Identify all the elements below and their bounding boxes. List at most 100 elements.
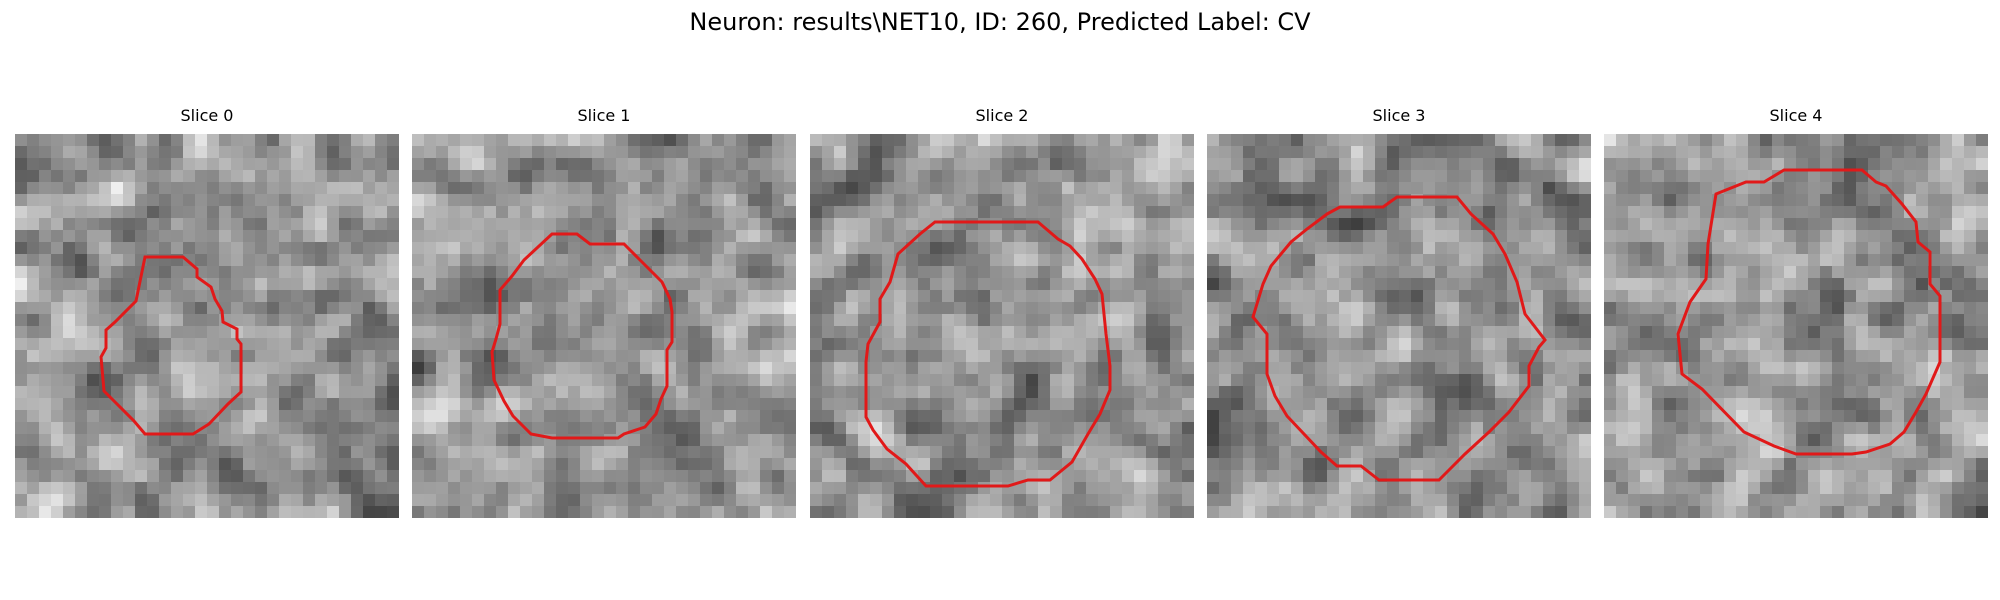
slice-image-2 — [810, 134, 1194, 518]
pixel — [1483, 194, 1496, 207]
pixel — [1399, 278, 1412, 291]
pixel — [171, 218, 184, 231]
pixel — [508, 506, 521, 518]
pixel — [1712, 230, 1725, 243]
pixel — [460, 254, 473, 267]
pixel — [1772, 434, 1785, 447]
pixel — [846, 482, 859, 495]
pixel — [363, 218, 376, 231]
pixel — [930, 146, 943, 159]
pixel — [1146, 266, 1159, 279]
pixel — [1664, 206, 1677, 219]
pixel — [1483, 302, 1496, 315]
pixel — [1700, 398, 1713, 411]
pixel — [1976, 230, 1988, 243]
pixel — [387, 458, 399, 471]
pixel — [460, 302, 473, 315]
pixel — [700, 242, 713, 255]
pixel — [111, 290, 124, 303]
pixel — [1351, 266, 1364, 279]
pixel — [1170, 290, 1183, 303]
pixel — [1640, 446, 1653, 459]
pixel — [1315, 170, 1328, 183]
pixel — [424, 254, 437, 267]
pixel — [1495, 338, 1508, 351]
pixel — [1640, 302, 1653, 315]
pixel — [1844, 410, 1857, 423]
pixel — [858, 170, 871, 183]
pixel — [1303, 134, 1316, 147]
pixel — [1784, 314, 1797, 327]
pixel — [724, 470, 737, 483]
pixel — [1447, 158, 1460, 171]
pixel — [1724, 194, 1737, 207]
pixel — [990, 422, 1003, 435]
pixel — [1074, 218, 1087, 231]
pixel — [700, 482, 713, 495]
pixel — [267, 398, 280, 411]
pixel — [1772, 386, 1785, 399]
pixel — [1387, 206, 1400, 219]
pixel — [1495, 458, 1508, 471]
pixel — [63, 158, 76, 171]
pixel — [978, 326, 991, 339]
pixel — [580, 302, 593, 315]
pixel — [556, 482, 569, 495]
pixel — [834, 362, 847, 375]
pixel — [303, 266, 316, 279]
pixel — [1712, 254, 1725, 267]
pixel — [1050, 482, 1063, 495]
pixel — [27, 338, 40, 351]
pixel — [1507, 422, 1520, 435]
pixel — [664, 278, 677, 291]
pixel — [1916, 302, 1929, 315]
pixel — [1050, 386, 1063, 399]
pixel — [930, 242, 943, 255]
pixel — [351, 314, 364, 327]
pixel — [978, 446, 991, 459]
pixel — [375, 350, 388, 363]
pixel — [1628, 242, 1641, 255]
pixel — [822, 362, 835, 375]
pixel — [1435, 134, 1448, 147]
pixel — [1976, 242, 1988, 255]
pixel — [1555, 290, 1568, 303]
pixel — [942, 206, 955, 219]
pixel — [1170, 470, 1183, 483]
pixel — [1507, 434, 1520, 447]
pixel — [1158, 146, 1171, 159]
pixel — [1327, 398, 1340, 411]
pixel — [1459, 170, 1472, 183]
pixel — [27, 170, 40, 183]
pixel — [1363, 278, 1376, 291]
pixel — [736, 374, 749, 387]
pixel — [1399, 254, 1412, 267]
pixel — [171, 422, 184, 435]
pixel — [1026, 362, 1039, 375]
pixel — [1255, 398, 1268, 411]
pixel — [159, 410, 172, 423]
pixel — [604, 458, 617, 471]
pixel — [243, 422, 256, 435]
pixel — [846, 158, 859, 171]
pixel — [568, 506, 581, 518]
pixel — [291, 482, 304, 495]
pixel — [544, 398, 557, 411]
pixel — [616, 158, 629, 171]
pixel — [39, 158, 52, 171]
pixel — [1519, 506, 1532, 518]
pixel — [822, 254, 835, 267]
pixel — [1459, 410, 1472, 423]
pixel — [1664, 422, 1677, 435]
pixel — [1652, 134, 1665, 147]
pixel — [1616, 278, 1629, 291]
pixel — [846, 374, 859, 387]
pixel — [580, 386, 593, 399]
pixel — [51, 206, 64, 219]
pixel — [544, 182, 557, 195]
pixel — [1916, 434, 1929, 447]
pixel — [1158, 134, 1171, 147]
pixel — [472, 230, 485, 243]
pixel — [1844, 314, 1857, 327]
pixel — [75, 506, 88, 518]
